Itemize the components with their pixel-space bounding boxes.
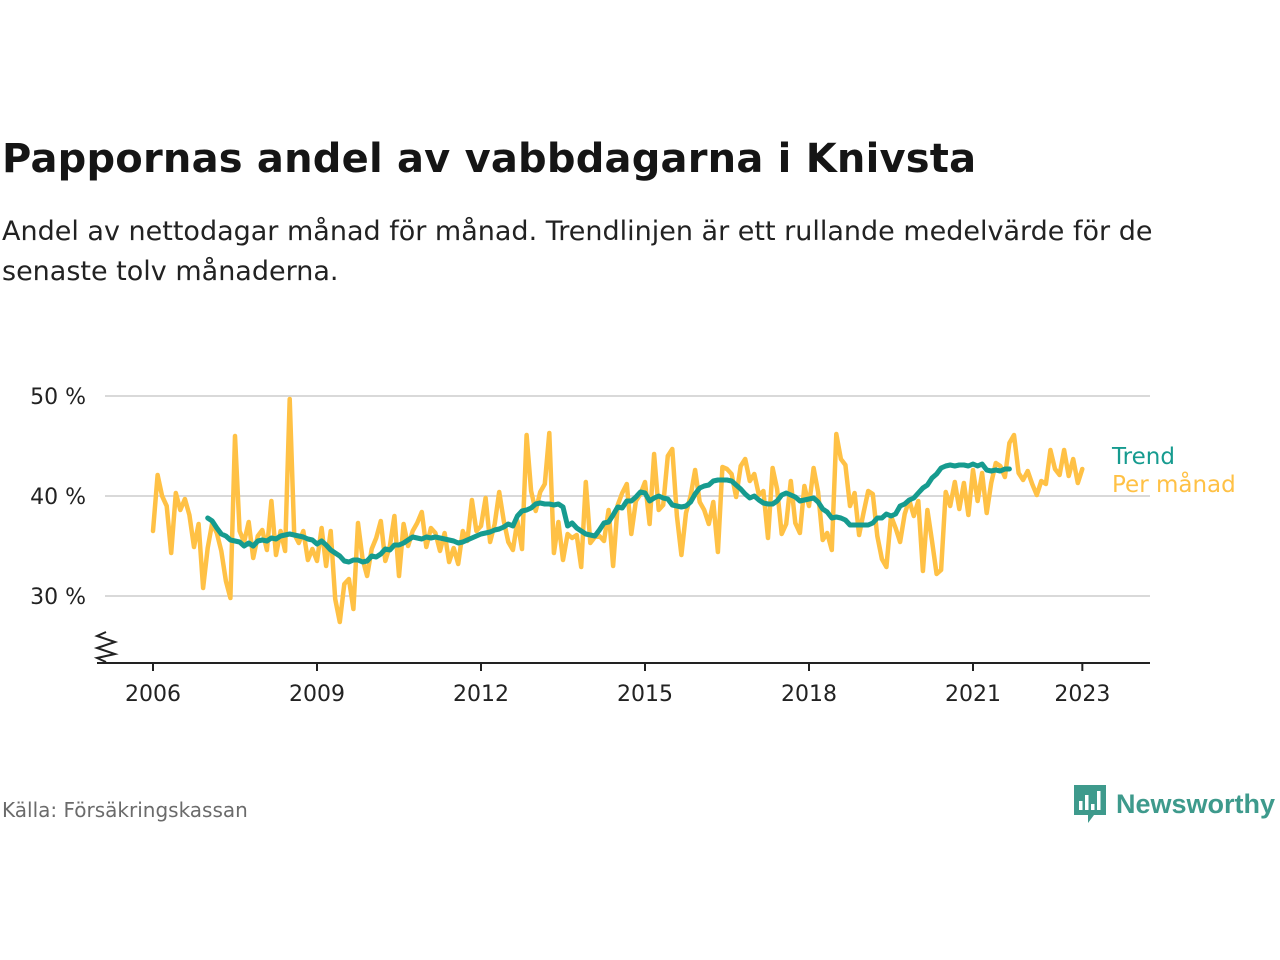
y-tick-label: 30 % bbox=[30, 585, 86, 610]
x-tick-label: 2018 bbox=[781, 682, 837, 707]
newsworthy-logo[interactable]: Newsworthy bbox=[1072, 783, 1275, 825]
legend-per-manad: Per månad bbox=[1112, 470, 1236, 498]
y-axis: 30 % 40 % 50 % bbox=[30, 385, 86, 610]
series-trend-line bbox=[205, 461, 1012, 565]
x-tick-label: 2015 bbox=[617, 682, 673, 707]
newsworthy-logo-icon bbox=[1074, 785, 1106, 823]
legend-trend: Trend bbox=[1111, 444, 1175, 470]
brand-name: Newsworthy bbox=[1116, 788, 1276, 819]
x-tick-label: 2021 bbox=[945, 682, 1001, 707]
x-tick-label: 2009 bbox=[289, 682, 345, 707]
x-tick-label: 2006 bbox=[125, 682, 181, 707]
x-tick-label: 2023 bbox=[1054, 682, 1110, 707]
y-tick-label: 50 % bbox=[30, 385, 86, 410]
legend: Trend Per månad bbox=[1111, 444, 1236, 498]
chart-title: Pappornas andel av vabbdagarna i Knivsta bbox=[2, 136, 977, 182]
x-tick-label: 2012 bbox=[453, 682, 509, 707]
series-layer bbox=[150, 396, 1085, 625]
chart-subtitle: Andel av nettodagar månad för månad. Tre… bbox=[2, 216, 1153, 287]
y-tick-label: 40 % bbox=[30, 485, 86, 510]
source-note: Källa: Försäkringskassan bbox=[2, 798, 248, 822]
axis-break-icon bbox=[93, 631, 119, 663]
x-axis: 2006 2009 2012 2015 2018 2021 2023 bbox=[93, 631, 1150, 707]
